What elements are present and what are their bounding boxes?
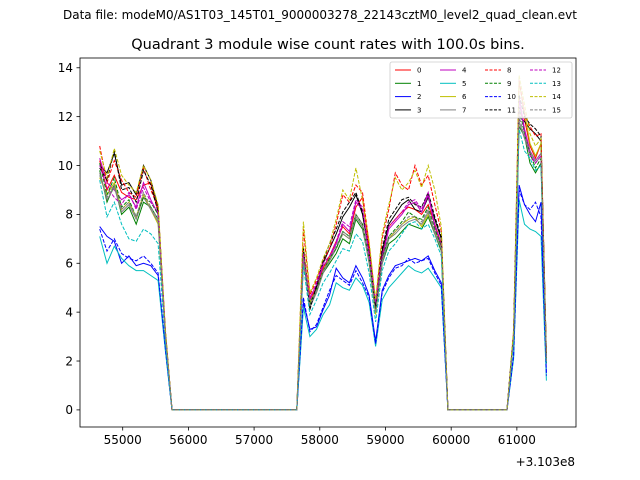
legend-label: 14 [552,93,561,101]
legend-label: 13 [552,80,561,88]
legend-label: 8 [507,67,511,75]
y-tick-label: 6 [65,257,73,271]
x-tick-label: 57000 [235,433,273,447]
figure-suptitle: Data file: modeM0/AS1T03_145T01_90000032… [63,8,577,22]
series-line-15 [99,116,547,411]
legend-label: 11 [507,106,516,114]
x-offset-label: +3.103e8 [516,455,575,469]
series-line-5 [99,199,547,411]
legend-label: 4 [462,67,467,75]
y-tick-label: 10 [58,159,73,173]
y-tick-label: 4 [65,305,73,319]
x-tick-label: 60000 [432,433,470,447]
legend-label: 6 [462,93,467,101]
x-tick-label: 61000 [498,433,536,447]
legend-label: 10 [507,93,516,101]
legend-label: 2 [417,93,421,101]
legend-label: 12 [552,67,561,75]
axes-frame [79,57,577,428]
x-tick-label: 56000 [169,433,207,447]
x-tick-label: 58000 [301,433,339,447]
series-line-2 [99,184,547,411]
series-line-10 [99,189,547,411]
legend-label: 9 [507,80,511,88]
legend-label: 1 [417,80,421,88]
legend-label: 15 [552,106,561,114]
legend-label: 3 [417,106,421,114]
series-lines [99,75,547,411]
plot-area: 55000 56000 57000 58000 59000 60000 61000 0 2 4 6 8… [58,57,577,447]
y-tick-label: 0 [65,403,73,417]
legend-label: 5 [462,80,466,88]
legend-label: 7 [462,106,466,114]
y-tick-label: 2 [65,354,73,368]
legend-frame [389,61,573,119]
chart-title: Quadrant 3 module wise count rates with … [131,37,525,53]
x-tick-label: 59000 [366,433,404,447]
y-tick-label: 12 [58,110,73,124]
series-line-9 [99,106,547,411]
x-tick-label: 55000 [104,433,142,447]
legend-label: 0 [417,67,421,75]
y-tick-label: 8 [65,208,73,222]
y-tick-label: 14 [58,61,73,75]
